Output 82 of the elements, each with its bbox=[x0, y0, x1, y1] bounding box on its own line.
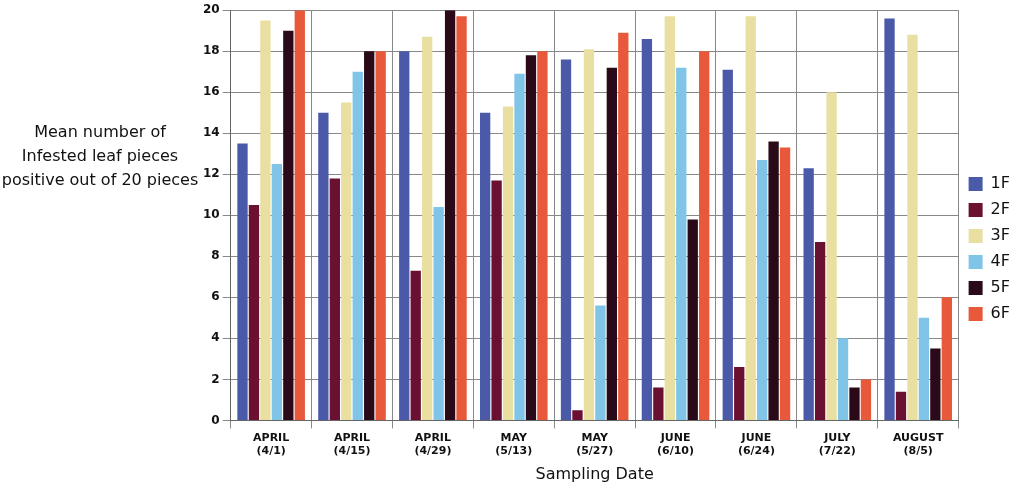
bar bbox=[514, 73, 525, 420]
legend-label: 4F bbox=[990, 251, 1011, 271]
bar bbox=[595, 305, 606, 420]
legend-label: 5F bbox=[990, 277, 1011, 297]
bar bbox=[294, 10, 305, 420]
bar bbox=[422, 36, 433, 420]
bar bbox=[699, 51, 710, 420]
bar bbox=[930, 348, 941, 420]
legend-label: 2F bbox=[990, 199, 1011, 219]
bar bbox=[918, 317, 930, 420]
bar bbox=[444, 10, 456, 420]
x-tick-label: APRIL (4/29) bbox=[414, 430, 452, 458]
bar bbox=[860, 379, 872, 420]
bar bbox=[329, 178, 340, 420]
bar bbox=[537, 51, 548, 420]
y-tick-label: 2 bbox=[211, 371, 220, 386]
y-tick-label: 12 bbox=[203, 166, 220, 181]
x-axis-title: Sampling Date bbox=[535, 463, 654, 483]
bar bbox=[583, 49, 595, 420]
bar bbox=[606, 67, 617, 420]
legend-label: 1F bbox=[990, 173, 1011, 193]
bar bbox=[687, 219, 698, 420]
bar bbox=[837, 338, 849, 420]
bar bbox=[745, 16, 756, 420]
bar bbox=[456, 16, 467, 420]
x-tick-label: JUNE (6/24) bbox=[737, 430, 775, 458]
x-tick-label: MAY (5/13) bbox=[495, 430, 533, 458]
bar bbox=[502, 106, 514, 420]
bar bbox=[826, 92, 837, 420]
y-tick-label: 14 bbox=[203, 125, 220, 140]
bar bbox=[560, 59, 572, 420]
bar bbox=[410, 270, 421, 420]
bar bbox=[849, 387, 860, 420]
bar bbox=[260, 20, 271, 420]
bar bbox=[814, 241, 826, 420]
bar bbox=[352, 71, 363, 420]
y-tick-label: 0 bbox=[211, 412, 220, 427]
x-tick-label: JULY (7/22) bbox=[818, 430, 856, 458]
bar bbox=[318, 112, 329, 420]
bar bbox=[572, 410, 583, 420]
bar bbox=[768, 141, 779, 420]
bar bbox=[237, 143, 248, 420]
y-tick-label: 10 bbox=[203, 207, 220, 222]
bar bbox=[653, 387, 664, 420]
bar bbox=[399, 51, 410, 420]
y-axis-title: Mean number of Infested leaf pieces positive out of 20 pieces bbox=[0, 121, 200, 191]
y-tick-label: 18 bbox=[203, 43, 220, 58]
bar bbox=[433, 207, 444, 420]
x-tick-label: AUGUST (8/5) bbox=[892, 430, 944, 458]
x-tick-label: APRIL (4/1) bbox=[253, 430, 290, 458]
y-tick-label: 16 bbox=[203, 84, 220, 99]
bar bbox=[779, 147, 791, 420]
y-tick-label: 6 bbox=[211, 289, 220, 304]
bar bbox=[722, 69, 733, 420]
bar bbox=[641, 38, 653, 420]
bar bbox=[491, 180, 502, 420]
bar bbox=[895, 391, 907, 420]
bar bbox=[375, 51, 386, 420]
bar bbox=[479, 112, 491, 420]
bar bbox=[941, 297, 952, 420]
bar bbox=[664, 16, 675, 420]
bar bbox=[756, 159, 768, 420]
bar bbox=[525, 55, 537, 420]
x-tick-label: MAY (5/27) bbox=[576, 430, 614, 458]
bar bbox=[884, 18, 895, 420]
bar bbox=[734, 367, 745, 420]
x-tick-label: APRIL (4/15) bbox=[333, 430, 371, 458]
y-tick-label: 8 bbox=[211, 248, 220, 263]
bar bbox=[271, 164, 283, 420]
y-tick-label: 4 bbox=[211, 330, 220, 345]
legend-label: 6F bbox=[990, 303, 1011, 323]
x-tick-label: JUNE (6/10) bbox=[657, 430, 695, 458]
bar bbox=[283, 30, 294, 420]
bar bbox=[364, 51, 375, 420]
bar bbox=[907, 34, 918, 420]
bar bbox=[676, 67, 687, 420]
bar bbox=[248, 205, 260, 420]
legend-label: 3F bbox=[990, 225, 1011, 245]
bar bbox=[803, 168, 814, 420]
y-tick-label: 20 bbox=[203, 2, 220, 17]
bar bbox=[341, 102, 352, 420]
bar bbox=[618, 32, 629, 420]
